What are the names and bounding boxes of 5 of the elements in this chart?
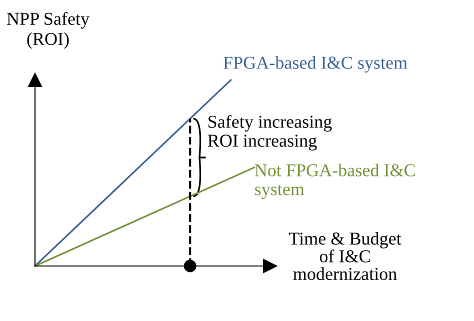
series-label: FPGA-based I&C system xyxy=(224,56,408,73)
series-label: Not FPGA-based I&C system xyxy=(254,164,415,200)
y-axis-title: NPP Safety (ROI) xyxy=(6,12,90,49)
annotation: Safety increasing ROI increasing xyxy=(208,114,332,151)
x-axis-title: Time & Budget of I&C modernization xyxy=(288,232,402,280)
